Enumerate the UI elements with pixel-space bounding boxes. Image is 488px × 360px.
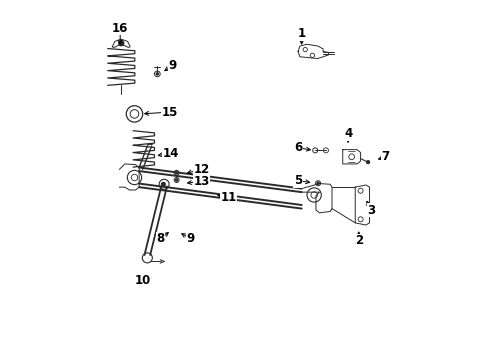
- Text: 9: 9: [186, 233, 195, 246]
- Text: 2: 2: [354, 234, 362, 247]
- Text: 14: 14: [163, 147, 179, 160]
- Text: 5: 5: [293, 174, 302, 187]
- Circle shape: [175, 179, 177, 181]
- Text: 13: 13: [193, 175, 209, 188]
- Text: 7: 7: [381, 150, 389, 163]
- Circle shape: [366, 161, 369, 163]
- Text: 12: 12: [193, 163, 209, 176]
- Text: 8: 8: [156, 233, 164, 246]
- Text: 10: 10: [134, 274, 150, 287]
- Text: 3: 3: [366, 204, 375, 217]
- Text: 4: 4: [343, 127, 351, 140]
- Circle shape: [175, 172, 177, 174]
- Text: 1: 1: [297, 27, 305, 40]
- Circle shape: [316, 182, 319, 184]
- Text: 11: 11: [220, 192, 236, 204]
- Circle shape: [156, 73, 158, 75]
- Circle shape: [119, 41, 123, 46]
- Text: 16: 16: [112, 22, 128, 35]
- Text: 15: 15: [161, 105, 177, 119]
- Text: 6: 6: [293, 141, 302, 154]
- Text: 9: 9: [168, 59, 176, 72]
- Circle shape: [162, 183, 165, 186]
